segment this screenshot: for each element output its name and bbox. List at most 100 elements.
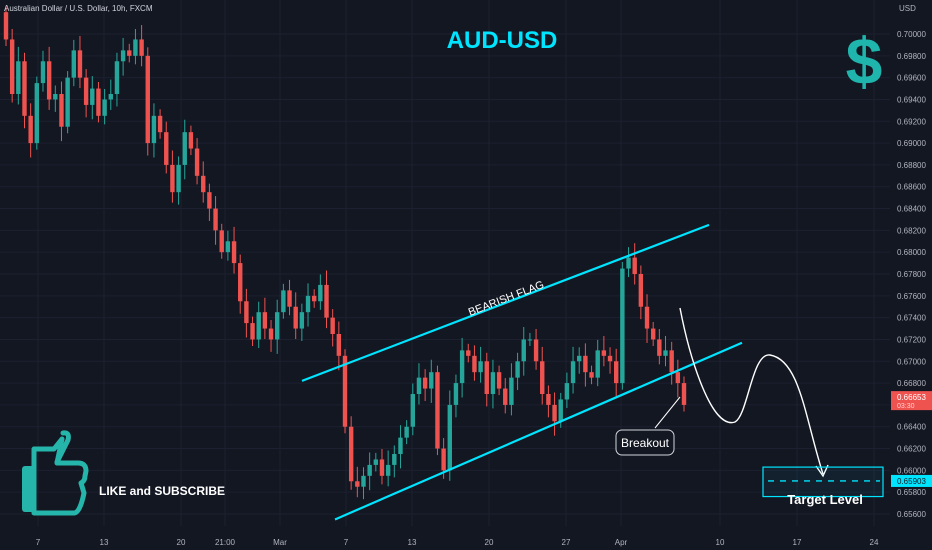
candle [404,426,409,438]
candle [3,12,9,40]
candle [558,399,563,422]
candle [16,61,21,94]
candle [447,404,452,471]
breakout-pointer [654,396,681,429]
candle [663,350,668,356]
bar-countdown: 03:30 [897,403,915,410]
last-price-badge [891,391,932,411]
price-tick-label: 0.67400 [897,314,926,323]
target-zone[interactable] [762,466,884,498]
candle [9,39,15,94]
candle [281,290,286,313]
candle [65,77,70,127]
projection-arrowhead [815,464,829,478]
candle [170,164,175,193]
time-tick-label: 20 [485,538,494,547]
price-tick-label: 0.66400 [897,423,926,432]
price-tick-label: 0.67600 [897,292,926,301]
candle [120,50,126,62]
time-tick-label: 21:00 [215,538,236,547]
candle [59,94,64,127]
price-axis[interactable]: 0.70000 0.69800 0.69600 0.69400 0.69200 0.690… [891,30,932,519]
candle [626,257,631,269]
currency-label: USD [899,4,916,13]
candle [268,328,274,340]
candle [127,50,132,56]
candle [77,50,83,78]
candle [71,50,76,78]
candle [151,115,157,144]
candle [342,355,348,427]
flag-upper-trendline[interactable] [301,223,710,382]
candle [182,132,187,165]
price-tick-label: 0.67000 [897,357,926,366]
candle [176,164,181,193]
candle [108,94,113,100]
price-tick-label: 0.67800 [897,270,926,279]
candle [657,339,662,356]
candle [410,394,415,427]
flag-lower-trendline[interactable] [334,341,743,521]
candle [114,61,120,94]
candle [669,350,674,373]
candle [96,88,101,116]
candle [620,268,625,384]
candle [632,257,637,274]
price-tick-label: 0.67200 [897,335,926,344]
candle [275,312,280,340]
candle [348,426,354,482]
candle [256,312,261,340]
price-tick-label: 0.66200 [897,445,926,454]
target-price-value: 0.65903 [897,477,926,486]
candle [595,350,600,378]
price-tick-label: 0.68000 [897,248,926,257]
candle [503,388,508,405]
cta-text: LIKE and SUBSCRIBE [99,484,225,498]
time-axis[interactable]: 7 13 20 21:00 Mar 7 13 20 27 Apr 10 17 24 [36,538,879,547]
candle [441,448,446,471]
candle [225,241,231,253]
last-price-value: 0.66653 [897,393,926,402]
candle [515,361,520,378]
breakout-callout[interactable] [615,429,675,456]
candle [484,361,489,394]
price-tick-label: 0.68400 [897,205,926,214]
candle [577,355,582,362]
candle [102,99,107,116]
candle [570,361,576,384]
candle [219,230,224,253]
candle [324,284,329,318]
candle [145,55,150,144]
thumbs-up-icon [22,430,89,516]
candle [435,372,440,449]
candle [509,377,514,405]
time-tick-label: 7 [344,538,349,547]
candle [379,459,385,476]
projection-path[interactable] [679,307,824,475]
candle [601,350,607,356]
candle [40,61,46,84]
candle [540,361,545,394]
price-tick-label: 0.69800 [897,52,926,61]
candle [583,355,588,373]
time-tick-label: 17 [793,538,802,547]
candle [681,383,687,405]
candle [521,339,526,362]
candle [83,77,89,105]
candle [157,115,163,133]
candle [564,383,570,400]
candle [614,361,619,384]
dollar-icon: $ [846,24,883,98]
candle [675,372,681,384]
time-tick-label: 13 [100,538,109,547]
candle [305,295,311,313]
candle [336,334,342,356]
symbol-label[interactable]: Australian Dollar / U.S. Dollar, 10h, FX… [4,4,153,13]
candle [466,350,471,356]
candle [367,464,372,476]
candle [262,312,268,329]
candle [490,372,496,394]
candle [293,306,298,329]
